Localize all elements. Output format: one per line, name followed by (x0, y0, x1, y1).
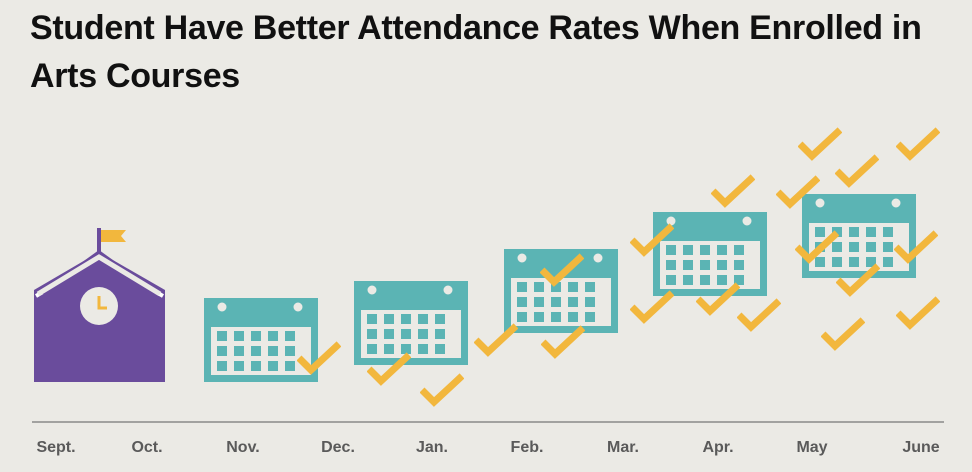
page-title: Student Have Better Attendance Rates Whe… (30, 9, 922, 95)
month-label: Oct. (131, 439, 162, 456)
month-label: Nov. (226, 439, 259, 456)
school-building-icon (34, 228, 165, 382)
checkmark-icon (800, 130, 840, 156)
month-label: Feb. (511, 439, 544, 456)
flag-icon (97, 228, 126, 254)
month-label: Dec. (321, 439, 355, 456)
month-label: June (902, 439, 939, 456)
month-label: May (796, 439, 827, 456)
calendar-icon (203, 297, 319, 383)
month-label: Sept. (36, 439, 75, 456)
checkmark-icon (422, 376, 462, 402)
checkmark-icon (837, 157, 877, 183)
checkmark-icon (739, 301, 779, 327)
calendar-icon (503, 248, 619, 334)
checkmark-icon (632, 293, 672, 319)
checkmark-icon (713, 177, 753, 203)
month-label: Mar. (607, 439, 639, 456)
calendar-icon (801, 193, 917, 279)
checkmark-icon (823, 320, 863, 346)
month-label: Apr. (702, 439, 733, 456)
clock-icon (80, 287, 118, 325)
month-label: Jan. (416, 439, 448, 456)
checkmark-icon (898, 299, 938, 325)
calendar-icon (353, 280, 469, 366)
checkmark-icon (898, 130, 938, 156)
checkmark-icon (476, 326, 516, 352)
